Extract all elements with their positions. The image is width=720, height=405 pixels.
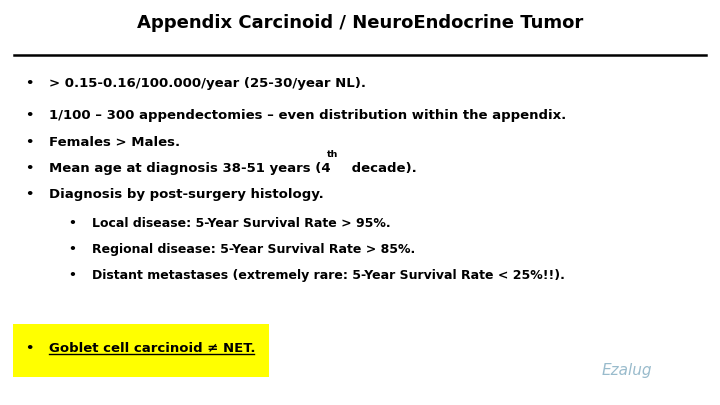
Text: Appendix Carcinoid / NeuroEndocrine Tumor: Appendix Carcinoid / NeuroEndocrine Tumo… [137, 14, 583, 32]
Text: Regional disease: 5-Year Survival Rate > 85%.: Regional disease: 5-Year Survival Rate >… [92, 243, 415, 256]
Text: decade).: decade). [347, 162, 417, 175]
Text: > 0.15-0.16/100.000/year (25-30/year NL).: > 0.15-0.16/100.000/year (25-30/year NL)… [49, 77, 366, 90]
Text: th: th [327, 150, 338, 159]
Text: Goblet cell carcinoid ≠ NET.: Goblet cell carcinoid ≠ NET. [49, 342, 256, 355]
Text: Ezalug: Ezalug [601, 363, 652, 378]
Text: •: • [25, 188, 34, 201]
Text: Females > Males.: Females > Males. [49, 136, 180, 149]
Text: Diagnosis by post-surgery histology.: Diagnosis by post-surgery histology. [49, 188, 324, 201]
Text: Mean age at diagnosis 38-51 years (4: Mean age at diagnosis 38-51 years (4 [49, 162, 330, 175]
Text: •: • [25, 136, 34, 149]
Text: •: • [68, 243, 76, 256]
Text: •: • [25, 77, 34, 90]
Text: •: • [68, 269, 76, 282]
Text: •: • [68, 217, 76, 230]
Text: •: • [25, 109, 34, 122]
Text: Distant metastases (extremely rare: 5-Year Survival Rate < 25%!!).: Distant metastases (extremely rare: 5-Ye… [92, 269, 565, 282]
FancyBboxPatch shape [13, 324, 269, 377]
Text: •: • [25, 162, 34, 175]
Text: Local disease: 5-Year Survival Rate > 95%.: Local disease: 5-Year Survival Rate > 95… [92, 217, 391, 230]
Text: 1/100 – 300 appendectomies – even distribution within the appendix.: 1/100 – 300 appendectomies – even distri… [49, 109, 566, 122]
Text: •: • [25, 342, 34, 355]
